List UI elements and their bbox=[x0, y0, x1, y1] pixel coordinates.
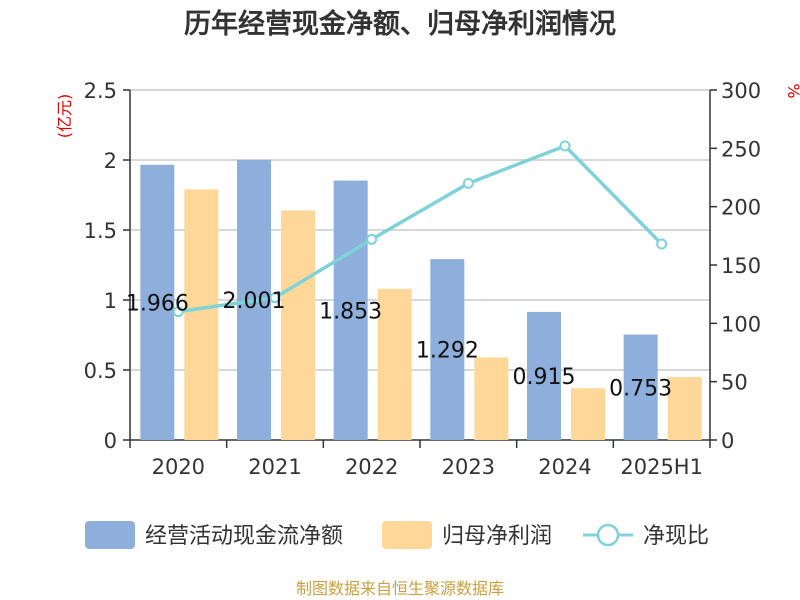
data-label-operating-cash-flow: 1.966 bbox=[126, 291, 189, 316]
legend-label-ratio: 净现比 bbox=[643, 524, 709, 549]
ratio-line bbox=[178, 144, 663, 314]
bar-operating-cash-flow bbox=[140, 164, 175, 440]
bar-operating-cash-flow bbox=[333, 180, 368, 440]
legend-marker-ratio bbox=[596, 523, 620, 547]
ratio-point bbox=[269, 292, 281, 304]
left-tick-label: 1.5 bbox=[84, 219, 117, 243]
data-label-operating-cash-flow: 1.292 bbox=[416, 339, 479, 364]
gridlines bbox=[130, 89, 710, 371]
x-tick-label: 2020 bbox=[152, 455, 205, 479]
x-tick-label: 2024 bbox=[538, 455, 591, 479]
left-tick-label: 0 bbox=[104, 429, 117, 453]
x-tick-label: 2022 bbox=[345, 455, 398, 479]
ratio-point bbox=[559, 140, 571, 152]
right-tick-label: 0 bbox=[721, 429, 734, 453]
ratio-line-layer bbox=[172, 140, 668, 318]
bar-operating-cash-flow bbox=[430, 259, 465, 440]
x-tick-label: 2021 bbox=[248, 455, 301, 479]
left-axis-unit: (亿元) bbox=[55, 94, 74, 139]
data-label-operating-cash-flow: 2.001 bbox=[223, 289, 286, 314]
x-tick-label: 2023 bbox=[442, 455, 495, 479]
left-axis-ticks: 0 0.5 1 1.5 2 2.5 bbox=[84, 79, 130, 453]
bar-operating-cash-flow bbox=[623, 334, 658, 440]
legend: 经营活动现金流净额 归母净利润 净现比 bbox=[85, 521, 709, 549]
ratio-point bbox=[656, 238, 668, 250]
bar-net-profit bbox=[184, 189, 219, 440]
bar-net-profit bbox=[281, 210, 315, 440]
bar-operating-cash-flow bbox=[527, 311, 561, 440]
ratio-point bbox=[462, 177, 474, 189]
right-tick-label: 200 bbox=[721, 196, 761, 220]
bar-net-profit bbox=[474, 357, 509, 440]
bar-net-profit bbox=[667, 377, 702, 440]
ratio-point bbox=[366, 233, 378, 245]
x-axis-ticks: 2020 2021 2022 2023 2024 2025H1 bbox=[129, 440, 711, 479]
bar-net-profit bbox=[571, 388, 605, 440]
right-axis-unit: % bbox=[784, 83, 800, 98]
left-tick-label: 2 bbox=[104, 149, 117, 173]
right-tick-label: 50 bbox=[721, 371, 748, 395]
right-tick-label: 250 bbox=[721, 137, 761, 161]
right-tick-label: 150 bbox=[721, 254, 761, 278]
data-label-operating-cash-flow: 0.753 bbox=[609, 376, 672, 401]
left-tick-label: 2.5 bbox=[84, 79, 117, 103]
source-note: 制图数据来自恒生聚源数据库 bbox=[296, 579, 504, 598]
right-tick-label: 300 bbox=[721, 79, 761, 103]
legend-swatch-net-profit bbox=[382, 521, 432, 549]
x-tick-label: 2025H1 bbox=[620, 455, 703, 479]
right-tick-label: 100 bbox=[721, 312, 761, 336]
data-labels: 1.966 2.001 1.853 1.292 0.915 0.753 bbox=[126, 289, 672, 401]
legend-label-operating-cash-flow: 经营活动现金流净额 bbox=[145, 524, 343, 549]
ratio-point bbox=[172, 306, 184, 318]
bars bbox=[140, 159, 702, 441]
bar-net-profit bbox=[377, 288, 412, 440]
data-label-operating-cash-flow: 0.915 bbox=[513, 365, 576, 390]
data-label-operating-cash-flow: 1.853 bbox=[319, 299, 382, 324]
left-tick-label: 0.5 bbox=[84, 359, 117, 383]
left-tick-label: 1 bbox=[104, 289, 117, 313]
right-axis-ticks: 0 50 100 150 200 250 300 bbox=[710, 79, 761, 453]
legend-swatch-operating-cash-flow bbox=[85, 521, 135, 549]
chart-title: 历年经营现金净额、归母净利润情况 bbox=[184, 8, 616, 40]
legend-label-net-profit: 归母净利润 bbox=[442, 524, 552, 549]
